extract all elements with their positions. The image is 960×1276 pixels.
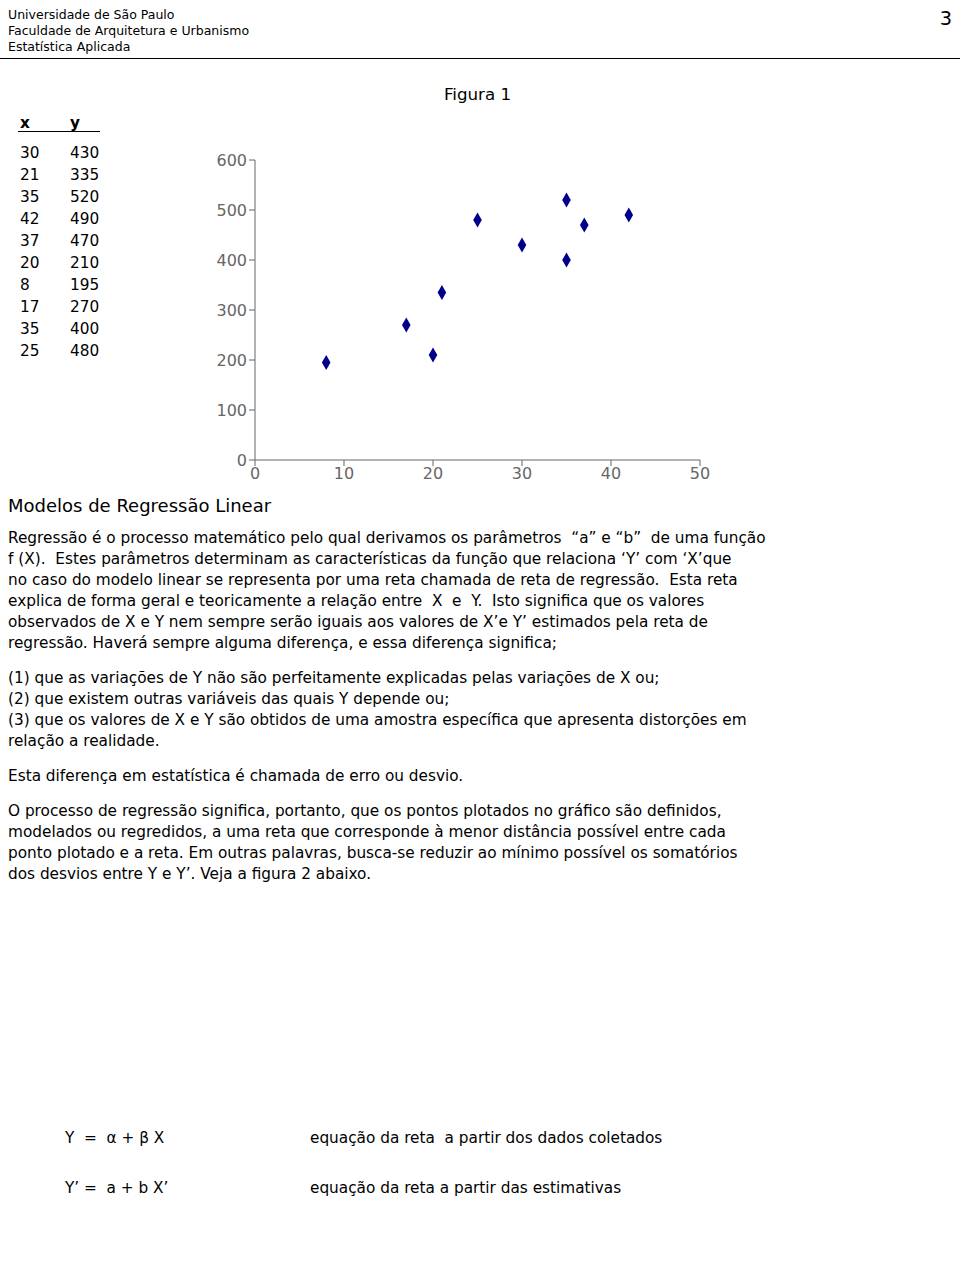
html-text:Regressão é o processo matemát: Regressão é o processo matemático pelo q… <box>8 529 766 547</box>
svg-text:200: 200 <box>216 351 247 370</box>
html-text:3: 3 <box>939 7 952 30</box>
html-text:21: 21 <box>20 166 40 184</box>
html-text:(3) que os valores de X e Y sã: (3) que os valores de X e Y são obtidos … <box>8 711 747 729</box>
html-text:equação da reta a partir das e: equação da reta a partir das estimativas <box>310 1179 622 1197</box>
html-text:470: 470 <box>70 232 100 250</box>
html-text:520: 520 <box>70 188 100 206</box>
html-text:335: 335 <box>70 166 100 184</box>
svg-text:50: 50 <box>690 464 710 483</box>
html-text:observados de X e Y nem sempre: observados de X e Y nem sempre serão igu… <box>8 613 708 631</box>
html-text:no caso do modelo linear se re: no caso do modelo linear se representa p… <box>8 571 738 589</box>
html-text:400: 400 <box>70 320 100 338</box>
html-text:210: 210 <box>70 254 100 272</box>
svg-text:20: 20 <box>423 464 443 483</box>
html-text:Y = α + β X: Y = α + β X <box>65 1129 165 1147</box>
html-text:ponto plotado e a reta. Em out: ponto plotado e a reta. Em outras palavr… <box>8 844 738 862</box>
html-text:Y’ = a + b X’: Y’ = a + b X’ <box>65 1179 169 1197</box>
html-text:17: 17 <box>20 298 40 316</box>
html-text:35: 35 <box>20 188 40 206</box>
html-text:490: 490 <box>70 210 100 228</box>
html-text:dos desvios entre Y e Y’. Veja: dos desvios entre Y e Y’. Veja a figura … <box>8 865 371 883</box>
html-text:37: 37 <box>20 232 40 250</box>
html-text:Faculdade de Arquitetura e Urb: Faculdade de Arquitetura e Urbanismo <box>8 23 249 38</box>
html-text:195: 195 <box>70 276 100 294</box>
svg-text:40: 40 <box>601 464 621 483</box>
html-text:f (X). Estes parâmetros determ: f (X). Estes parâmetros determinam as ca… <box>8 550 732 568</box>
html-text:25: 25 <box>20 342 40 360</box>
svg-text:30: 30 <box>512 464 532 483</box>
svg-text:500: 500 <box>216 201 247 220</box>
html-text:Esta diferença em estatística: Esta diferença em estatística é chamada … <box>8 767 464 785</box>
svg-text:300: 300 <box>216 301 247 320</box>
html-text:Modelos de Regressão Linear: Modelos de Regressão Linear <box>8 495 272 516</box>
html-text:Universidade de São Paulo: Universidade de São Paulo <box>8 7 175 22</box>
html-text:Estatística Aplicada: Estatística Aplicada <box>8 39 131 54</box>
html-text:480: 480 <box>70 342 100 360</box>
html-text:regressão. Haverá sempre algum: regressão. Haverá sempre alguma diferenç… <box>8 634 557 652</box>
svg-text:0: 0 <box>250 464 260 483</box>
html-text:equação da reta a partir dos d: equação da reta a partir dos dados colet… <box>310 1129 663 1147</box>
html-text:35: 35 <box>20 320 40 338</box>
html-text:30: 30 <box>20 144 40 162</box>
html-text:Figura 1: Figura 1 <box>443 84 512 104</box>
html-text:y: y <box>70 114 80 132</box>
svg-text:600: 600 <box>216 151 247 170</box>
html-text:relação a realidade.: relação a realidade. <box>8 732 160 750</box>
html-text:(1) que as variações de Y não: (1) que as variações de Y não são perfei… <box>8 669 660 687</box>
svg-text:400: 400 <box>216 251 247 270</box>
html-text:8: 8 <box>20 276 30 294</box>
html-text:O processo de regressão signif: O processo de regressão significa, porta… <box>8 802 722 820</box>
svg-text:10: 10 <box>334 464 354 483</box>
html-text:modelados ou regredidos, a uma: modelados ou regredidos, a uma reta que … <box>8 823 726 841</box>
html-text:42: 42 <box>20 210 40 228</box>
html-text:x: x <box>20 114 30 132</box>
html-text:explica de forma geral e teori: explica de forma geral e teoricamente a … <box>8 592 705 610</box>
svg-text:100: 100 <box>216 401 247 420</box>
html-text:20: 20 <box>20 254 40 272</box>
html-text:(2) que existem outras variáve: (2) que existem outras variáveis das qua… <box>8 690 450 708</box>
svg-text:0: 0 <box>237 451 247 470</box>
html-text:270: 270 <box>70 298 100 316</box>
html-text:430: 430 <box>70 144 100 162</box>
